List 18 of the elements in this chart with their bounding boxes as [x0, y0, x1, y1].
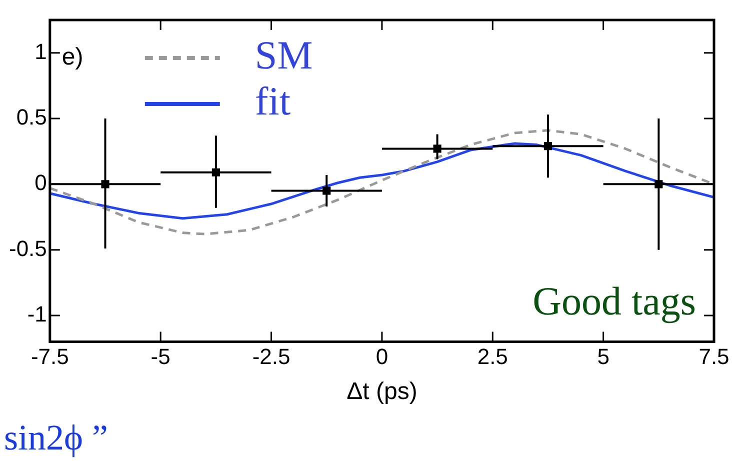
x-axis-title: Δt (ps): [346, 378, 418, 406]
x-tick-label: -5: [150, 344, 170, 370]
x-tick-label: 7.5: [698, 344, 730, 370]
y-tick-label: 0: [34, 170, 47, 196]
x-tick-label: 2.5: [477, 344, 508, 370]
text: sin2ϕ ”: [4, 417, 108, 458]
annotation: Good tags: [532, 278, 696, 324]
x-tick-label: -7.5: [30, 344, 69, 370]
y-tick-label: -0.5: [8, 236, 47, 261]
legend-label: SM: [254, 32, 313, 78]
legend-label: fit: [254, 78, 290, 124]
x-tick-label: 0: [376, 344, 388, 370]
y-tick-label: 1: [34, 38, 47, 64]
y-tick-label: 0.5: [16, 104, 47, 130]
y-tick-label: -1: [27, 302, 47, 327]
x-tick-label: 5: [597, 344, 610, 370]
x-tick-label: -2.5: [252, 344, 290, 370]
annotation: e): [62, 44, 84, 71]
